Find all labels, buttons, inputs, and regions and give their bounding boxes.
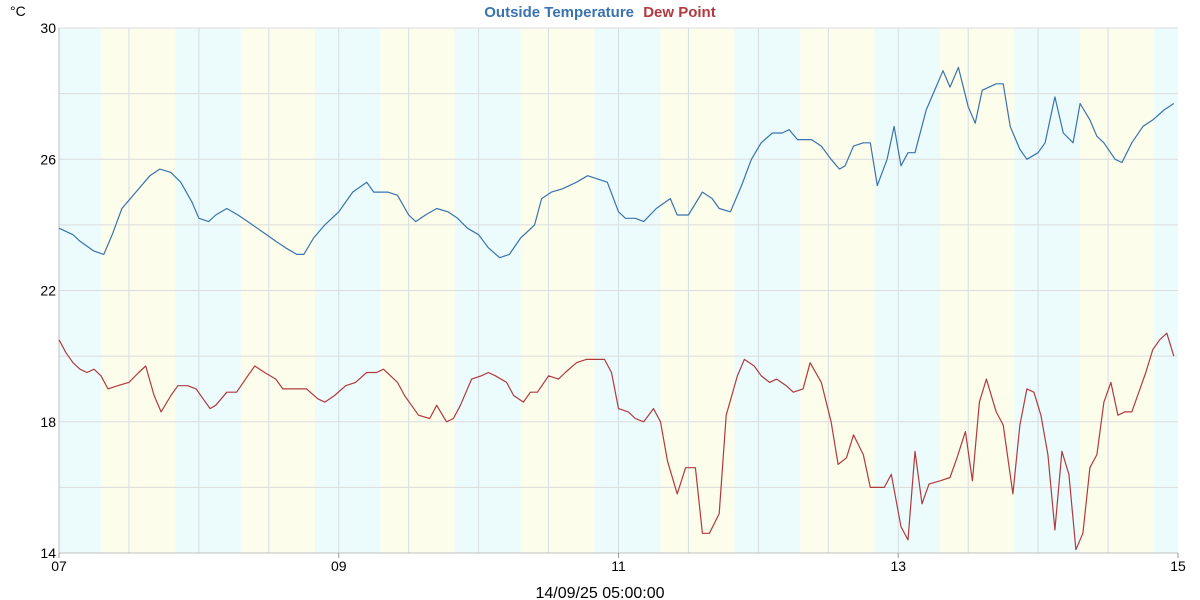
y-tick-label: 30 (40, 20, 56, 36)
x-tick-label: 07 (51, 558, 67, 574)
x-axis: 07 09 11 13 15 (51, 553, 1186, 574)
horizontal-grid (58, 27, 1178, 554)
legend-dew-point: Dew Point (643, 4, 716, 21)
y-unit-label: °C (10, 3, 26, 19)
series-line-dew-point (58, 332, 1175, 551)
legend-outside-temperature: Outside Temperature (484, 4, 634, 21)
series-line-outside-temperature (58, 66, 1175, 259)
x-tick-label: 11 (611, 558, 626, 574)
y-axis: 14 18 22 26 30 (40, 20, 56, 561)
x-tick-label: 15 (1170, 558, 1186, 574)
y-tick-label: 14 (40, 545, 56, 561)
y-tick-label: 26 (40, 151, 56, 167)
legend-title: Outside Temperature Dew Point (484, 4, 715, 21)
x-axis-label: 14/09/25 05:00:00 (535, 585, 664, 600)
y-tick-label: 18 (40, 414, 56, 430)
x-tick-label: 13 (890, 558, 906, 574)
x-tick-label: 09 (331, 558, 347, 574)
y-tick-label: 22 (40, 283, 56, 299)
series-lines (58, 66, 1175, 551)
